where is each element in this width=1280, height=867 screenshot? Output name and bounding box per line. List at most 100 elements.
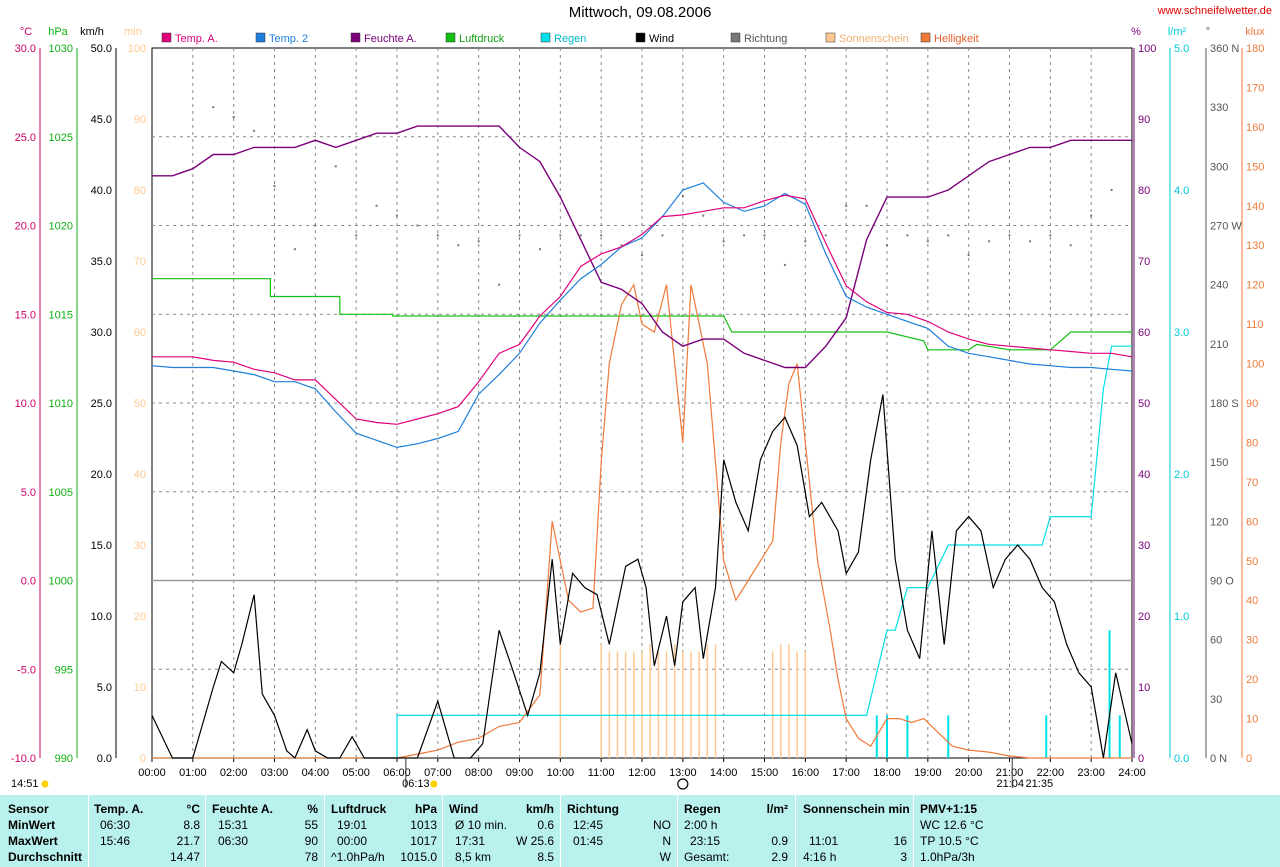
stats-luftdruck-min: 1013 — [410, 818, 437, 832]
axis-lux-tick: 20 — [1246, 674, 1258, 686]
stats-row-min: MinWert — [8, 818, 56, 832]
axis-temp-tick: -10.0 — [11, 753, 36, 765]
series-temp2 — [151, 182, 1133, 449]
axis-lux-unit: klux — [1245, 26, 1265, 38]
series-helligkeit — [152, 283, 1132, 759]
series-wind — [151, 394, 1133, 759]
sunset-label: 21:04 — [996, 778, 1024, 790]
direction-dot — [926, 240, 929, 243]
axis-humidity-tick: 10 — [1138, 682, 1150, 694]
stats-feuchte-avg: 78 — [304, 850, 318, 864]
direction-dot — [314, 224, 317, 227]
time-tick-label: 00:00 — [138, 767, 166, 779]
time-tick-label: 12:00 — [628, 767, 656, 779]
noon-marker — [677, 778, 689, 790]
stats-wind-header: Wind — [449, 802, 479, 816]
direction-dot — [538, 248, 541, 251]
stats-temp: Temp. A. °C 06:30 8.8 15:46 21.7 14.47 — [94, 801, 200, 865]
axis-wind-tick: 0.0 — [97, 753, 112, 765]
stats-richtung-avg: W — [659, 850, 671, 864]
direction-dot — [1008, 234, 1011, 237]
axis-direction-tick: 120 — [1210, 516, 1228, 528]
axis-direction-tick: 240 — [1210, 280, 1228, 292]
axis-wind-unit: km/h — [80, 26, 104, 38]
axis-lux-tick: 40 — [1246, 595, 1258, 607]
time-tick-label: 03:00 — [261, 767, 289, 779]
stats-wind-unit: km/h — [525, 802, 554, 816]
axis-direction-tick: 0 N — [1210, 753, 1227, 765]
direction-dot — [559, 234, 562, 237]
stats-regen-unit: l/m² — [766, 802, 788, 816]
stats-row-max: MaxWert — [8, 834, 58, 848]
series-temp-a — [152, 194, 1133, 425]
axis-sun-min-tick: 60 — [134, 327, 146, 339]
axis-sun-min-tick: 30 — [134, 540, 146, 552]
axis-wind-tick: 30.0 — [91, 327, 112, 339]
legend-label: Wind — [649, 33, 674, 45]
stats-pmv: PMV+1:15 WC 12.6 °C TP 10.5 °C 1.0hPa/3h — [920, 801, 1040, 865]
direction-dot — [600, 234, 603, 237]
stats-regen-duration: 2:00 h — [684, 818, 718, 832]
stats-wind-max: W 25.6 — [515, 834, 554, 848]
axis-wind-tick: 10.0 — [91, 611, 112, 623]
axis-pressure-tick: 1025 — [49, 132, 73, 144]
time-tick-label: 19:00 — [914, 767, 942, 779]
stats-temp-max: 21.7 — [176, 834, 200, 848]
time-tick-label: 04:00 — [302, 767, 330, 779]
stats-regen-max-time: 23:15 — [690, 834, 721, 848]
sunrise-label: 06:13 — [402, 778, 430, 790]
website-link[interactable]: www.schneifelwetter.de — [1157, 5, 1272, 17]
time-tick-label: 16:00 — [792, 767, 820, 779]
axis-humidity-tick: 70 — [1138, 256, 1150, 268]
axis-rain-tick: 4.0 — [1174, 185, 1189, 197]
time-tick-label: 23:00 — [1077, 767, 1105, 779]
direction-dot — [1028, 240, 1031, 243]
stats-temp-header: Temp. A. — [94, 802, 144, 816]
axis-temp-tick: 5.0 — [21, 487, 36, 499]
axis-humidity-tick: 50 — [1138, 398, 1150, 410]
axis-direction-tick: 180 S — [1210, 398, 1239, 410]
stats-regen: Regen l/m² 2:00 h 23:15 0.9 Gesamt: 2.9 — [684, 801, 788, 865]
direction-dot — [681, 194, 684, 197]
stats-regen-max: 0.9 — [771, 834, 788, 848]
stats-temp-avg: 14.47 — [169, 850, 200, 864]
moon-icon — [41, 780, 49, 788]
stats-sonne-header: Sonnenschein min — [803, 802, 910, 816]
time-tick-label: 18:00 — [873, 767, 901, 779]
direction-dot — [1090, 214, 1093, 217]
legend-label: Sonnenschein — [839, 33, 909, 45]
direction-dot — [824, 234, 827, 237]
stats-regen-total-label: Gesamt: — [684, 850, 730, 864]
axis-lux-tick: 30 — [1246, 635, 1258, 647]
stats-richtung-min: NO — [653, 818, 671, 832]
stats-pmv-dewpoint: TP 10.5 °C — [920, 834, 979, 848]
axis-rain-tick: 0.0 — [1174, 753, 1189, 765]
time-tick-label: 02:00 — [220, 767, 248, 779]
direction-dot — [947, 234, 950, 237]
direction-dot — [273, 185, 276, 188]
stats-regen-total: 2.9 — [771, 850, 788, 864]
axis-sun-min-unit: min — [124, 26, 142, 38]
legend-swatch — [350, 32, 361, 43]
axis-wind-tick: 35.0 — [91, 256, 112, 268]
direction-dot — [1069, 244, 1072, 247]
axis-direction-tick: 30 — [1210, 694, 1222, 706]
axis-lux-tick: 100 — [1246, 359, 1264, 371]
axis-pressure-tick: 995 — [55, 664, 73, 676]
axis-temp-tick: 0.0 — [21, 576, 36, 588]
time-tick-label: 07:00 — [424, 767, 452, 779]
stats-feuchte-header: Feuchte A. — [212, 802, 273, 816]
stats-richtung-header: Richtung — [567, 802, 619, 816]
axis-lux-tick: 90 — [1246, 398, 1258, 410]
series-luftdruck — [152, 278, 1132, 351]
direction-dot — [743, 234, 746, 237]
time-tick-label: 10:00 — [547, 767, 575, 779]
legend-swatch — [445, 32, 456, 43]
stats-luftdruck-trend: ^1.0hPa/h — [331, 850, 385, 864]
axis-temp-tick: 20.0 — [15, 221, 36, 233]
stats-feuchte-min: 55 — [304, 818, 318, 832]
legend-label: Richtung — [744, 33, 787, 45]
stats-sonne-max-time: 11:01 — [809, 834, 839, 848]
statistics-panel: Sensor MinWert MaxWert Durchschnitt Temp… — [0, 795, 1280, 867]
chart-title: Mittwoch, 09.08.2006 — [568, 4, 712, 21]
